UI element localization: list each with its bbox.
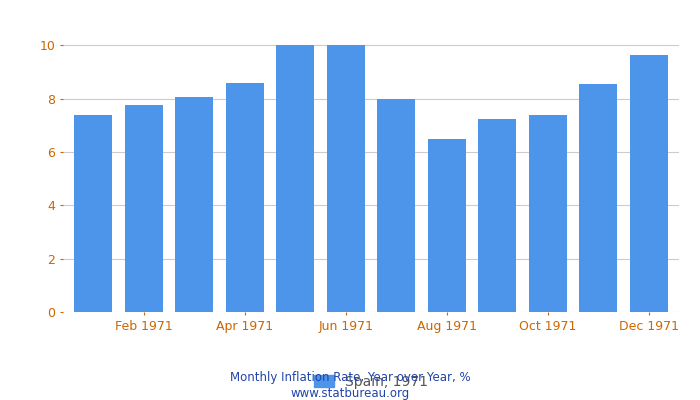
Bar [276, 45, 314, 312]
Bar [327, 45, 365, 312]
Bar [630, 55, 668, 312]
Text: Monthly Inflation Rate, Year over Year, %: Monthly Inflation Rate, Year over Year, … [230, 372, 470, 384]
Bar [226, 83, 264, 312]
Legend: Spain, 1971: Spain, 1971 [308, 369, 434, 394]
Bar [175, 97, 214, 312]
Text: www.statbureau.org: www.statbureau.org [290, 388, 410, 400]
Bar [125, 105, 162, 312]
Bar [580, 84, 617, 312]
Bar [478, 119, 516, 312]
Bar [428, 139, 466, 312]
Bar [74, 115, 112, 312]
Bar [528, 115, 567, 312]
Bar [377, 99, 415, 312]
